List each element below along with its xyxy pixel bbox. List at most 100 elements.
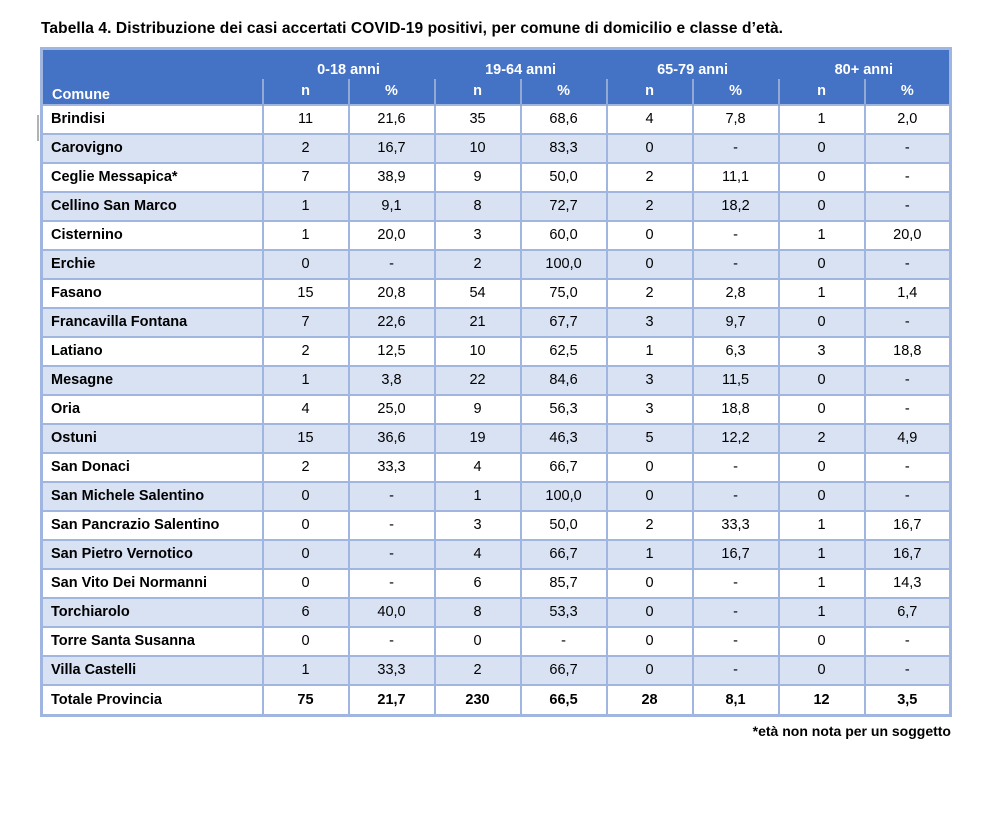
value-cell: 0	[605, 625, 694, 657]
value-cell: 1	[261, 654, 350, 686]
table-row: Carovigno 2 16,7 10 83,3 0 - 0 -	[40, 132, 952, 164]
total-value-cell: 230	[433, 683, 522, 717]
total-label-cell: Totale Provincia	[40, 683, 264, 717]
value-cell: 46,3	[519, 422, 608, 454]
table-row: Oria 4 25,0 9 56,3 3 18,8 0 -	[40, 393, 952, 425]
value-cell: 3	[605, 306, 694, 338]
value-cell: 0	[777, 306, 866, 338]
comune-cell: Brindisi	[40, 103, 264, 135]
subheader-n: n	[777, 78, 865, 105]
value-cell: 6	[433, 567, 522, 599]
subheader-n: n	[261, 78, 349, 105]
table-title: Tabella 4. Distribuzione dei casi accert…	[41, 20, 784, 37]
value-cell: 75,0	[519, 277, 608, 309]
value-cell: 2	[605, 277, 694, 309]
comune-cell: San Vito Dei Normanni	[40, 567, 264, 599]
value-cell: 3	[433, 219, 522, 251]
table-row: Erchie 0 - 2 100,0 0 - 0 -	[40, 248, 952, 280]
table-row: Villa Castelli 1 33,3 2 66,7 0 - 0 -	[40, 654, 952, 686]
value-cell: 0	[433, 625, 522, 657]
value-cell: 16,7	[347, 132, 436, 164]
value-cell: 2	[261, 132, 350, 164]
value-cell: 54	[433, 277, 522, 309]
value-cell: 7	[261, 161, 350, 193]
value-cell: 22	[433, 364, 522, 396]
value-cell: 9,1	[347, 190, 436, 222]
value-cell: 0	[605, 654, 694, 686]
value-cell: 0	[777, 161, 866, 193]
value-cell: 0	[777, 364, 866, 396]
value-cell: -	[691, 248, 780, 280]
subheader-pct: %	[863, 78, 951, 105]
total-value-cell: 75	[261, 683, 350, 717]
value-cell: 2,0	[863, 103, 952, 135]
table-row: San Pancrazio Salentino 0 - 3 50,0 2 33,…	[40, 509, 952, 541]
value-cell: 0	[261, 509, 350, 541]
value-cell: 1,4	[863, 277, 952, 309]
value-cell: 56,3	[519, 393, 608, 425]
value-cell: 1	[777, 103, 866, 135]
value-cell: 0	[261, 625, 350, 657]
table-row: San Michele Salentino 0 - 1 100,0 0 - 0 …	[40, 480, 952, 512]
value-cell: 0	[261, 480, 350, 512]
value-cell: 1	[777, 277, 866, 309]
value-cell: 1	[777, 219, 866, 251]
value-cell: 2	[433, 248, 522, 280]
value-cell: -	[691, 567, 780, 599]
value-cell: 7,8	[691, 103, 780, 135]
value-cell: -	[863, 190, 952, 222]
value-cell: 1	[777, 509, 866, 541]
column-header-age-65-79: 65-79 anni	[606, 48, 779, 79]
comune-cell: Torchiarolo	[40, 596, 264, 628]
comune-cell: Ostuni	[40, 422, 264, 454]
value-cell: 1	[777, 596, 866, 628]
value-cell: 0	[261, 538, 350, 570]
total-value-cell: 21,7	[347, 683, 436, 717]
document-page: Tabella 4. Distribuzione dei casi accert…	[37, 20, 953, 739]
subheader-n: n	[605, 78, 693, 105]
value-cell: 15	[261, 422, 350, 454]
value-cell: -	[691, 654, 780, 686]
value-cell: 66,7	[519, 538, 608, 570]
column-header-age-80plus: 80+ anni	[778, 48, 951, 79]
value-cell: 100,0	[519, 248, 608, 280]
table-row: Torchiarolo 6 40,0 8 53,3 0 - 1 6,7	[40, 596, 952, 628]
value-cell: 16,7	[863, 538, 952, 570]
value-cell: 33,3	[347, 451, 436, 483]
value-cell: 50,0	[519, 509, 608, 541]
value-cell: 68,6	[519, 103, 608, 135]
value-cell: 0	[605, 219, 694, 251]
value-cell: 9	[433, 161, 522, 193]
value-cell: 0	[777, 190, 866, 222]
value-cell: -	[347, 248, 436, 280]
value-cell: 2	[433, 654, 522, 686]
total-value-cell: 28	[605, 683, 694, 717]
comune-cell: Carovigno	[40, 132, 264, 164]
value-cell: 0	[777, 654, 866, 686]
header-row-subheaders: n % n % n % n %	[42, 78, 951, 105]
value-cell: -	[863, 161, 952, 193]
value-cell: 11,1	[691, 161, 780, 193]
comune-cell: San Michele Salentino	[40, 480, 264, 512]
value-cell: 0	[261, 567, 350, 599]
value-cell: 40,0	[347, 596, 436, 628]
value-cell: 4	[433, 538, 522, 570]
value-cell: -	[863, 393, 952, 425]
value-cell: -	[863, 248, 952, 280]
comune-cell: Cisternino	[40, 219, 264, 251]
value-cell: -	[691, 219, 780, 251]
value-cell: -	[347, 509, 436, 541]
value-cell: -	[863, 480, 952, 512]
value-cell: 2	[605, 509, 694, 541]
value-cell: 4,9	[863, 422, 952, 454]
total-row: Totale Provincia 75 21,7 230 66,5 28 8,1…	[40, 683, 952, 717]
table-row: Francavilla Fontana 7 22,6 21 67,7 3 9,7…	[40, 306, 952, 338]
value-cell: 2	[261, 335, 350, 367]
value-cell: -	[347, 625, 436, 657]
value-cell: 3	[605, 364, 694, 396]
value-cell: 1	[261, 364, 350, 396]
table-row: Latiano 2 12,5 10 62,5 1 6,3 3 18,8	[40, 335, 952, 367]
value-cell: 18,8	[863, 335, 952, 367]
value-cell: 0	[777, 480, 866, 512]
value-cell: -	[347, 480, 436, 512]
